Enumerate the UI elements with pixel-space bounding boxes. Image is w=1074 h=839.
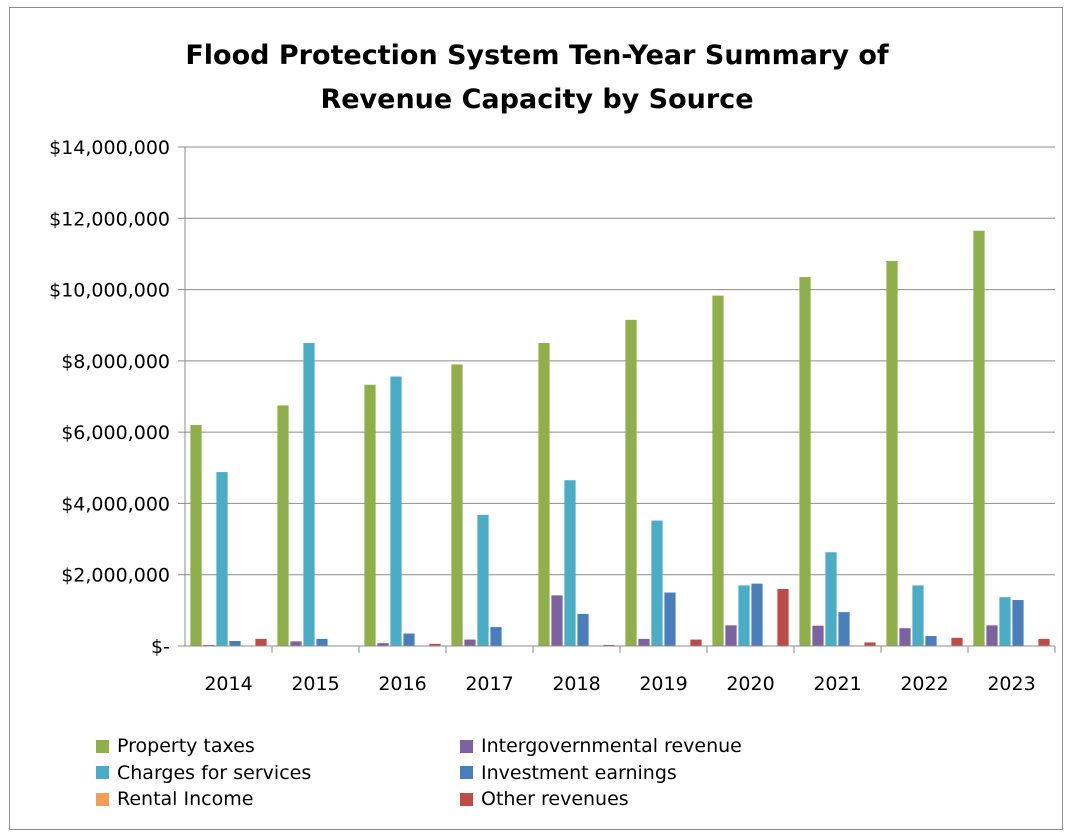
x-tick-label: 2021 — [813, 673, 861, 695]
legend-swatch — [460, 739, 473, 753]
legend-item: Other revenues — [460, 786, 629, 812]
x-tick-label: 2017 — [465, 673, 513, 695]
bar — [451, 364, 463, 646]
chart-title: Flood Protection System Ten-Year Summary… — [185, 40, 889, 115]
x-tick-label: 2019 — [639, 673, 687, 695]
bar — [738, 585, 750, 646]
bar — [429, 643, 441, 646]
bar — [664, 592, 676, 646]
legend-swatch — [96, 792, 109, 806]
x-tick-label: 2014 — [204, 673, 252, 695]
bar — [725, 625, 737, 646]
bar — [925, 636, 937, 646]
bar — [564, 480, 576, 646]
legend-swatch — [460, 766, 473, 779]
legend-label: Property taxes — [117, 735, 255, 757]
legend-label: Rental Income — [117, 788, 254, 810]
bar — [403, 633, 415, 646]
bars — [190, 230, 1050, 646]
legend-item: Property taxes — [96, 733, 255, 759]
bar — [377, 643, 389, 646]
y-tick-label: $4,000,000 — [61, 493, 170, 515]
bar — [973, 230, 985, 646]
y-tick-label: $6,000,000 — [61, 422, 170, 444]
bar — [951, 637, 963, 646]
bar — [538, 343, 550, 646]
y-tick-label: $14,000,000 — [49, 137, 170, 159]
legend-label: Investment earnings — [481, 761, 677, 784]
bar — [777, 588, 789, 646]
legend-item: Investment earnings — [460, 760, 677, 786]
bar — [216, 472, 228, 646]
y-tick-label: $12,000,000 — [49, 208, 170, 230]
axes: $- $2,000,000 $4,000,000 $6,000,000 $8,000,0… — [49, 137, 1056, 695]
bar — [864, 642, 876, 646]
gridlines — [185, 146, 1055, 576]
bar — [651, 520, 663, 646]
legend-swatch — [96, 739, 109, 753]
x-tick-label: 2022 — [900, 673, 948, 695]
x-tick-label: 2018 — [552, 673, 600, 695]
bar — [490, 627, 502, 646]
bar — [203, 644, 215, 646]
bar — [1012, 600, 1024, 646]
bar — [603, 644, 615, 646]
bar — [751, 583, 763, 646]
bar — [886, 261, 898, 646]
bar — [999, 597, 1011, 646]
legend-swatch — [460, 792, 473, 806]
bar — [390, 376, 402, 646]
bar — [638, 638, 650, 646]
bar — [316, 638, 328, 646]
bar — [899, 628, 911, 646]
y-tick-label: $10,000,000 — [49, 280, 170, 302]
bar — [812, 625, 824, 646]
legend-item: Intergovernmental revenue — [460, 733, 742, 759]
bar — [690, 639, 702, 646]
y-tick-label: $- — [151, 636, 170, 658]
bar — [277, 405, 289, 646]
bar — [799, 277, 811, 646]
bar — [229, 641, 241, 646]
bar — [712, 295, 724, 646]
x-tick-label: 2015 — [291, 673, 339, 695]
legend-label: Charges for services — [117, 761, 312, 784]
legend-item: Charges for services — [96, 760, 311, 786]
legend-item: Rental Income — [96, 786, 253, 812]
bar — [838, 612, 850, 646]
legend-label: Intergovernmental revenue — [481, 735, 742, 757]
bar — [625, 319, 637, 646]
bar — [1038, 638, 1050, 646]
bar — [190, 425, 202, 646]
bar — [986, 625, 998, 646]
bar — [912, 585, 924, 646]
bar — [290, 641, 302, 646]
bar — [303, 343, 315, 646]
bar — [464, 639, 476, 646]
bar — [364, 384, 376, 646]
y-tick-label: $8,000,000 — [61, 351, 170, 373]
bar — [477, 514, 489, 646]
bar — [551, 595, 563, 646]
bar — [577, 613, 589, 646]
legend-swatch — [96, 766, 109, 779]
x-tick-label: 2016 — [378, 673, 426, 695]
bar — [825, 552, 837, 646]
y-tick-label: $2,000,000 — [61, 565, 170, 587]
bar — [255, 638, 267, 646]
legend-label: Other revenues — [481, 788, 629, 810]
x-tick-label: 2020 — [726, 673, 774, 695]
x-tick-label: 2023 — [987, 673, 1035, 695]
